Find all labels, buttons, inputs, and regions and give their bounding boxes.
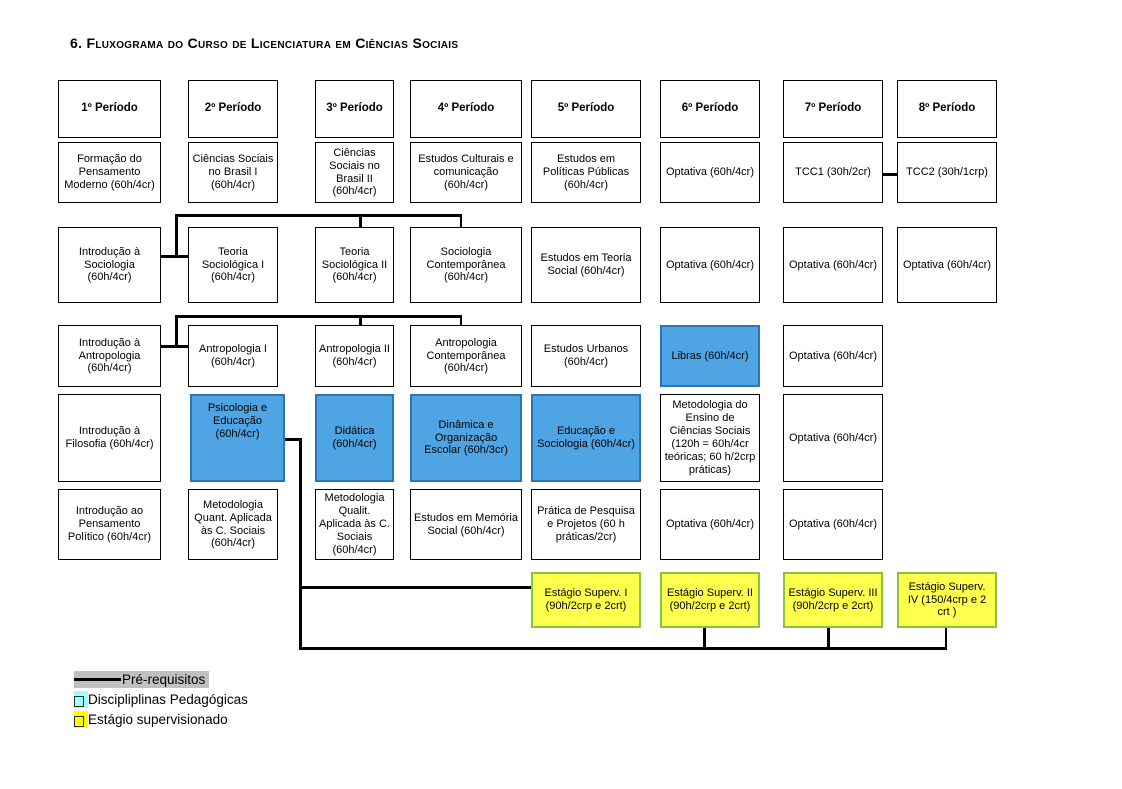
course-estagio-supervisionado-2: Estágio Superv. II (90h/2crp e 2crt) [660,572,760,628]
period-header-2: 2º Período [188,80,278,138]
course-introducao-filosofia: Introdução à Filosofia (60h/4cr) [58,394,161,482]
course-tcc1: TCC1 (30h/2cr) [783,142,883,203]
course-metodologia-qualit: Metodologia Qualit. Aplicada às C. Socia… [315,489,394,560]
period-header-6: 6º Período [660,80,760,138]
course-metodologia-quant: Metodologia Quant. Aplicada às C. Sociai… [188,489,278,560]
legend-prerequisites-label: Pré-requisitos [122,672,206,687]
prereq-line-psicologia-v1 [299,438,302,650]
period-header-7: 7º Período [783,80,883,138]
page-title: 6. Fluxograma do Curso de Licenciatura e… [70,35,459,51]
square-icon [74,715,84,727]
prereq-line-sociologia-h2 [175,214,462,217]
course-estudos-urbanos: Estudos Urbanos (60h/4cr) [531,325,641,387]
prereq-line-estagio4-tick [944,628,947,648]
legend-pedagogical-label: Discipliplinas Pedagógicas [88,692,248,707]
prerequisite-line-sample [74,678,121,681]
course-sociologia-contemporanea: Sociologia Contemporânea (60h/4cr) [410,227,522,303]
prereq-line-estagios-bottom [299,647,947,650]
course-estudos-culturais: Estudos Culturais e comunicação (60h/4cr… [410,142,522,203]
period-header-8: 8º Período [897,80,997,138]
period-header-5: 5º Período [531,80,641,138]
course-estagio-supervisionado-4: Estágio Superv. IV (150/4crp e 2 crt ) [897,572,997,628]
square-icon [74,695,84,707]
prereq-line-antropologia-drop2 [459,315,462,326]
course-dinamica-organizacao-escolar: Dinâmica e Organização Escolar (60h/3cr) [410,394,522,482]
legend-item-prerequisites: Pré-requisitos [74,671,210,688]
course-tcc2: TCC2 (30h/1crp) [897,142,997,203]
prereq-line-antropologia-v1 [175,315,178,347]
course-introducao-pensamento-politico: Introdução ao Pensamento Político (60h/4… [58,489,161,560]
course-ciencias-sociais-brasil-1: Ciências Sociais no Brasil I (60h/4cr) [188,142,278,203]
course-ciencias-sociais-brasil-2: Ciências Sociais no Brasil II (60h/4cr) [315,142,394,203]
course-estudos-memoria-social: Estudos em Memória Social (60h/4cr) [410,489,522,560]
prereq-line-sociologia-h1 [161,255,188,258]
prereq-line-sociologia-drop1 [359,214,362,228]
pedagogical-swatch [74,691,88,708]
period-header-1: 1º Período [58,80,161,138]
course-metodologia-ensino: Metodologia do Ensino de Ciências Sociai… [660,394,760,482]
course-estagio-supervisionado-1: Estágio Superv. I (90h/2crp e 2crt) [531,572,641,628]
course-optativa-p7-3: Optativa (60h/4cr) [783,325,883,387]
course-teoria-sociologica-1: Teoria Sociológica I (60h/4cr) [188,227,278,303]
course-formacao-pensamento-moderno: Formação do Pensamento Moderno (60h/4cr) [58,142,161,203]
course-introducao-sociologia: Introdução à Sociologia (60h/4cr) [58,227,161,303]
prereq-line-antropologia-h1 [161,345,188,348]
course-optativa-p8-2: Optativa (60h/4cr) [897,227,997,303]
course-optativa-p6-5: Optativa (60h/4cr) [660,489,760,560]
prereq-line-sociologia-drop2 [459,214,462,228]
legend-item-pedagogical: Discipliplinas Pedagógicas [74,691,248,708]
course-optativa-p7-2: Optativa (60h/4cr) [783,227,883,303]
course-optativa-p6-2: Optativa (60h/4cr) [660,227,760,303]
prereq-line-estagio2-tick [703,628,706,648]
course-optativa-p6-1: Optativa (60h/4cr) [660,142,760,203]
legend-internship-label: Estágio supervisionado [88,712,228,727]
course-introducao-antropologia: Introdução à Antropologia (60h/4cr) [58,325,161,387]
course-estagio-supervisionado-3: Estágio Superv. III (90h/2crp e 2crt) [783,572,883,628]
course-pratica-pesquisa: Prática de Pesquisa e Projetos (60 h prá… [531,489,641,560]
course-didatica: Didática (60h/4cr) [315,394,394,482]
course-antropologia-2: Antropologia II (60h/4cr) [315,325,394,387]
prereq-line-antropologia-drop1 [359,315,362,326]
course-antropologia-contemporanea: Antropologia Contemporânea (60h/4cr) [410,325,522,387]
period-header-3: 3º Período [315,80,394,138]
course-optativa-p7-4: Optativa (60h/4cr) [783,394,883,482]
prereq-line-sociologia-v1 [175,214,178,257]
course-libras: Libras (60h/4cr) [660,325,760,387]
prereq-line-psicologia-h1 [285,438,302,441]
course-educacao-sociologia: Educação e Sociologia (60h/4cr) [531,394,641,482]
course-estudos-teoria-social: Estudos em Teoria Social (60h/4cr) [531,227,641,303]
legend-item-internship: Estágio supervisionado [74,711,228,728]
prereq-line-antropologia-h2 [175,315,462,318]
prereq-line-estagio3-tick [827,628,830,648]
course-teoria-sociologica-2: Teoria Sociológica II (60h/4cr) [315,227,394,303]
period-header-4: 4º Período [410,80,522,138]
course-antropologia-1: Antropologia I (60h/4cr) [188,325,278,387]
prereq-line-estagio1-h [299,586,531,589]
course-estudos-politicas-publicas: Estudos em Políticas Públicas (60h/4cr) [531,142,641,203]
legend-prerequisites-highlight: Pré-requisitos [74,671,210,688]
internship-swatch [74,711,88,728]
course-optativa-p7-5: Optativa (60h/4cr) [783,489,883,560]
prereq-line-tcc1-tcc2 [883,173,897,176]
course-psicologia-educacao: Psicologia e Educação (60h/4cr) [190,394,285,482]
